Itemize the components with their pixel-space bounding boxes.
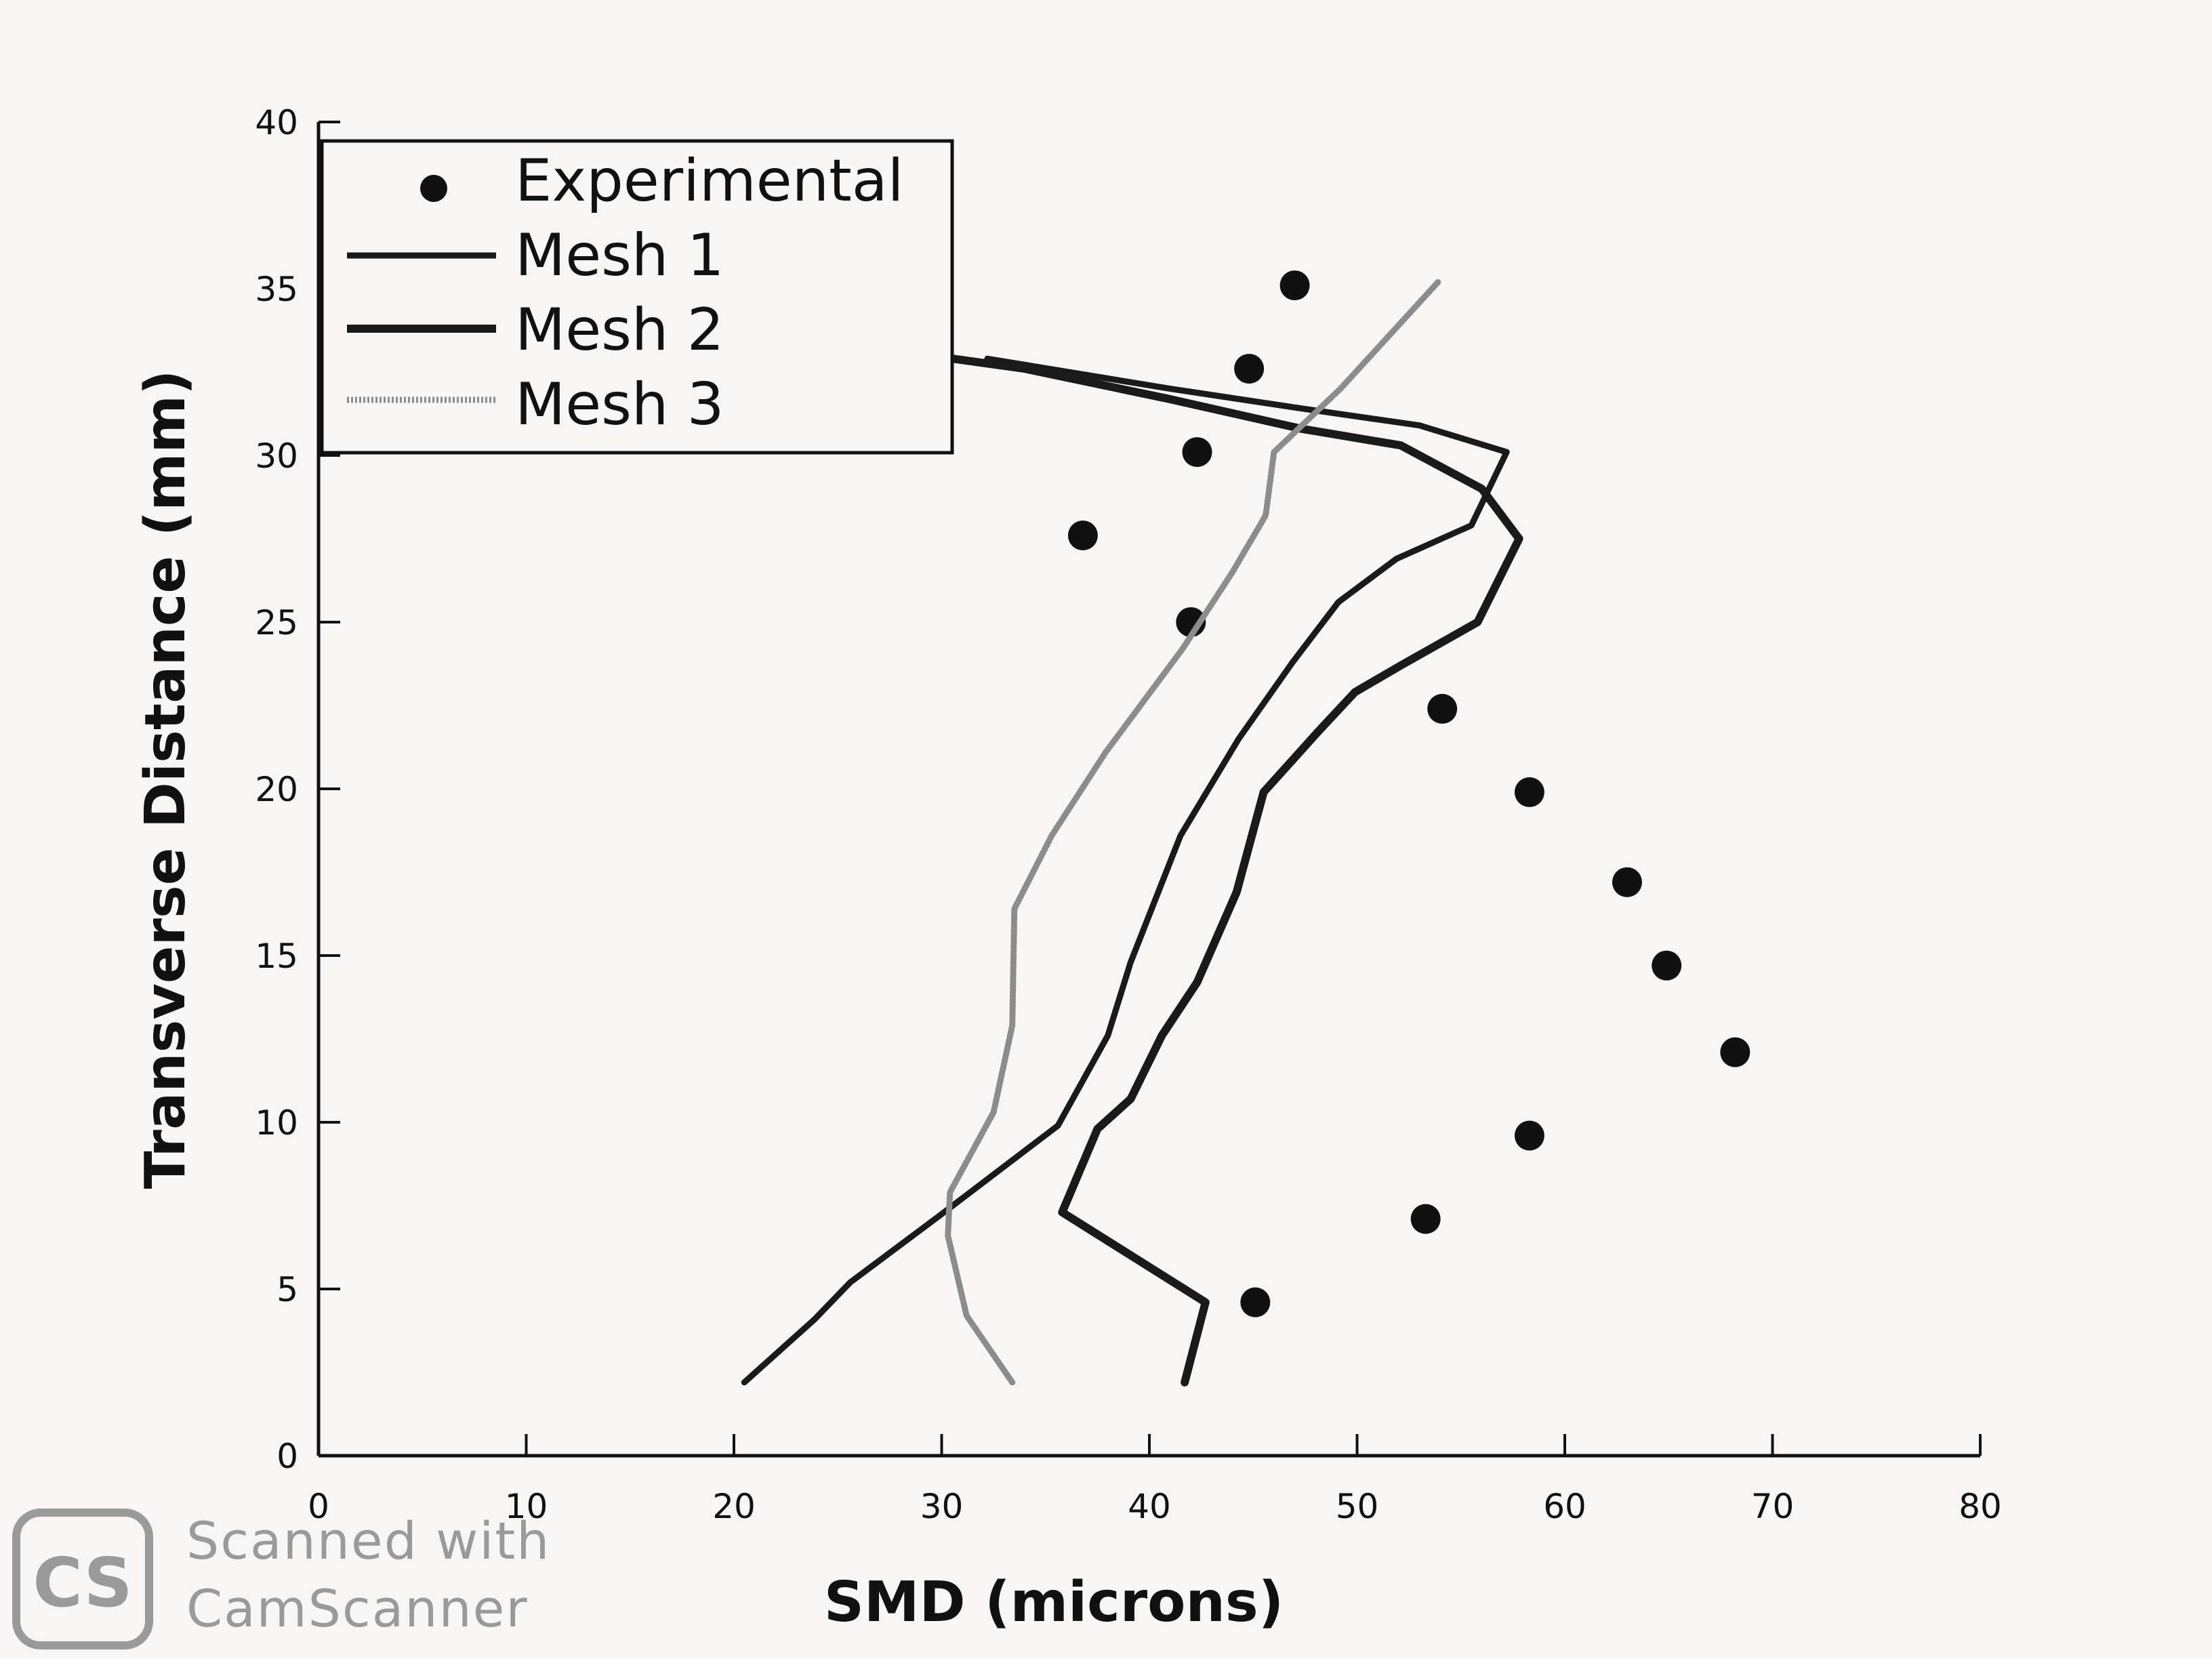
data-point-experimental: [1612, 867, 1642, 897]
x-tick-label: 10: [505, 1487, 548, 1526]
x-tick-label: 50: [1336, 1487, 1379, 1526]
data-point-experimental: [1279, 270, 1310, 301]
x-tick-label: 30: [920, 1487, 964, 1526]
legend-label-mesh-2: Mesh 2: [515, 296, 724, 364]
camscanner-logo-icon: [12, 1509, 153, 1650]
data-point-experimental: [1514, 777, 1544, 807]
watermark-line-2: CamScanner: [186, 1578, 529, 1639]
data-point-experimental: [1182, 437, 1212, 468]
data-point-experimental: [1652, 950, 1682, 981]
legend-label-mesh-1: Mesh 1: [515, 222, 724, 289]
y-tick-label: 40: [255, 103, 298, 142]
y-tick-label: 0: [276, 1437, 298, 1476]
y-tick-label: 20: [255, 770, 298, 809]
y-axis-title: Transverse Distance (mm): [134, 370, 198, 1189]
x-tick-label: 20: [712, 1487, 756, 1526]
x-tick-label: 40: [1128, 1487, 1171, 1526]
y-tick-label: 10: [255, 1103, 298, 1143]
x-tick-label: 70: [1751, 1487, 1795, 1526]
data-point-experimental: [1410, 1204, 1441, 1234]
watermark-line-1: Scanned with: [186, 1511, 550, 1571]
axes: 0 10 20 30 40 50 60 70 80 0 5 10 15 20 25 30 35 40: [255, 103, 2001, 1526]
y-tick-label: 30: [255, 436, 298, 476]
camscanner-watermark: CS Scanned with CamScanner: [12, 1509, 550, 1650]
data-point-experimental: [1720, 1037, 1750, 1067]
data-point-experimental: [1234, 354, 1265, 384]
legend: Experimental Mesh 1 Mesh 2 Mesh 3: [320, 139, 954, 455]
legend-label-mesh-3: Mesh 3: [515, 371, 724, 438]
y-tick-label: 5: [276, 1270, 298, 1309]
camscanner-logo-text: CS: [33, 1543, 132, 1622]
x-axis-title: SMD (microns): [824, 1570, 1284, 1635]
data-point-experimental: [1427, 693, 1458, 724]
y-tick-label: 25: [255, 603, 298, 642]
data-point-experimental: [1514, 1120, 1544, 1151]
legend-marker-experimental: [420, 175, 447, 202]
data-point-experimental: [1240, 1287, 1271, 1317]
series-layer: [741, 270, 1750, 1387]
y-tick-label: 35: [255, 270, 298, 309]
y-tick-label: 15: [255, 937, 298, 976]
series-line-mesh-1: [741, 355, 1510, 1386]
legend-label-experimental: Experimental: [515, 147, 904, 215]
series-line-mesh-2: [925, 351, 1523, 1387]
x-tick-label: 60: [1543, 1487, 1586, 1526]
data-point-experimental: [1067, 520, 1098, 551]
x-tick-label: 80: [1959, 1487, 2002, 1526]
series-line-mesh-3: [945, 279, 1441, 1386]
x-tick-label: 0: [308, 1487, 329, 1526]
